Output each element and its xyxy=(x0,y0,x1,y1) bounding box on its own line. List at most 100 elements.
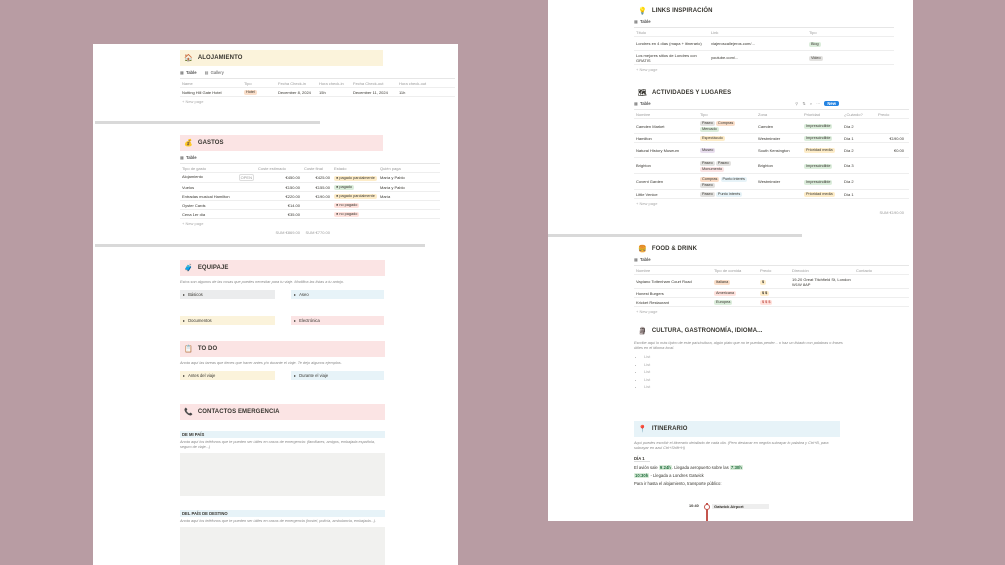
tab-table[interactable]: ▦ Table xyxy=(634,19,651,24)
list-item[interactable]: List xyxy=(644,383,844,391)
tipo-tag: Hotel xyxy=(244,90,257,95)
map-icon: 🗺 xyxy=(638,90,647,97)
table-row[interactable]: Covent Garden Compras Punto interés Pase… xyxy=(634,173,909,189)
new-page-button[interactable]: + New page xyxy=(182,221,204,226)
col-name: Name xyxy=(182,80,193,86)
tab-table[interactable]: ▦ Table xyxy=(634,101,651,106)
flag-icon: 🗿 xyxy=(638,328,647,335)
new-page-button[interactable]: + New page xyxy=(636,309,658,314)
gastos-header: 💰 GASTOS xyxy=(180,135,383,151)
table-row[interactable]: Los mejores sitios de Londres con GRATIS… xyxy=(634,50,894,64)
contactos-section: 📞 CONTACTOS EMERGENCIA xyxy=(180,404,385,420)
list-item[interactable]: List xyxy=(644,353,844,361)
mi-pais-block: DE MI PAÍS Anota aquí los teléfonos que … xyxy=(180,431,385,496)
toggle-durante[interactable]: ▸ Durante el viaje xyxy=(291,371,384,380)
more-icon[interactable]: ⋯ xyxy=(816,101,821,106)
new-button[interactable]: New xyxy=(824,101,839,106)
sort-icon[interactable]: ⇅ xyxy=(802,101,806,106)
scrollbar[interactable] xyxy=(548,234,802,237)
table-row[interactable]: Kricket Restaurant Europea $ $ $ xyxy=(634,297,909,306)
checklist-icon: 📋 xyxy=(184,346,193,353)
filter-icon[interactable]: ⚲ xyxy=(795,101,799,106)
triangle-icon: ▸ xyxy=(294,318,297,323)
cultura-section: 🗿 CULTURA, GASTRONOMÍA, IDIOMA... Escrib… xyxy=(634,323,844,391)
triangle-icon: ▸ xyxy=(183,318,186,323)
gastos-table: Tipo de gasto Coste estimado Coste final… xyxy=(180,163,440,237)
table-row[interactable]: Londres en 4 días (mapa + itinerario) vi… xyxy=(634,36,894,50)
list-item[interactable]: List xyxy=(644,376,844,384)
house-icon: 🏠 xyxy=(184,55,193,62)
toggle-aseo[interactable]: ▸ Aseo xyxy=(291,290,384,299)
left-page: 🏠 ALOJAMIENTO ▦ Table ▤ Gallery Name Tip… xyxy=(93,44,458,565)
gastos-section: 💰 GASTOS ▦ Table Tipo de gasto Coste est… xyxy=(180,135,440,237)
sum-precio: SUM €190.00 xyxy=(879,210,904,215)
table-row[interactable]: Cena 1er día €35.00 ● no pagado xyxy=(180,209,440,218)
links-table: Título Link Tipo Londres en 4 días (mapa… xyxy=(634,27,894,74)
actividades-section: 🗺 ACTIVIDADES Y LUGARES ▦ Table ⚲ ⇅ ⌕ ⋯ … xyxy=(634,85,909,217)
tab-table[interactable]: ▦ Table xyxy=(634,257,651,262)
col-checkin-date: Fecha Check-in xyxy=(278,80,307,86)
table-row[interactable]: Brighton Paseo Paseo Monumento Brighton … xyxy=(634,157,909,173)
table-row[interactable]: Honest Burgers Americana $ $ xyxy=(634,288,909,297)
list-item[interactable]: List xyxy=(644,368,844,376)
text-area[interactable] xyxy=(180,527,385,565)
sum-estimado: SUM €869.00 xyxy=(275,230,300,235)
table-row[interactable]: Hamilton Espectáculo Westminster Impresc… xyxy=(634,133,909,142)
alojamiento-section: 🏠 ALOJAMIENTO ▦ Table ▤ Gallery Name Tip… xyxy=(180,50,455,106)
table-row[interactable]: Camden Market Paseo Compras Mercado Camd… xyxy=(634,118,909,133)
table-row[interactable]: Vapiano Tottenham Court Road Italiana $ … xyxy=(634,274,909,288)
table-row[interactable]: Little Venice Paseo Punto interés Priori… xyxy=(634,189,909,198)
stop-marker xyxy=(704,504,710,510)
food-icon: 🍔 xyxy=(638,246,647,253)
sum-final: SUM €770.00 xyxy=(305,230,330,235)
new-page-button[interactable]: + New page xyxy=(636,201,658,206)
table-row[interactable]: Entradas musical Hamilton €220.00 €190.0… xyxy=(180,191,440,200)
table-row[interactable]: Oyster Cards €14.00 ● no pagado xyxy=(180,200,440,209)
tab-gallery[interactable]: ▤ Gallery xyxy=(204,70,224,75)
food-section: 🍔 FOOD & DRINK ▦ Table Nombre Tipo de co… xyxy=(634,241,909,316)
col-checkout-time: Hora check-out xyxy=(399,80,427,86)
todo-section: 📋 TO DO Anota aquí las tareas que tienes… xyxy=(180,341,385,366)
phone-icon: 📞 xyxy=(184,409,193,416)
actividades-table: Nombre Tipo Zona Prioridad ¿Cuándo? Prec… xyxy=(634,109,909,217)
col-tipo: Tipo xyxy=(244,80,252,86)
itinerary-line: El avión sale 9:24h. Llegada aeropuerto … xyxy=(634,465,743,470)
col-checkout-date: Fecha Check-out xyxy=(353,80,384,86)
link[interactable]: viajeroscallejeros.com/... xyxy=(711,41,755,46)
route-line xyxy=(706,503,708,521)
text-area[interactable] xyxy=(180,453,385,496)
table-row[interactable]: Alojamiento OPEN €450.00 €425.00 ● pagado… xyxy=(180,172,440,182)
luggage-icon: 🧳 xyxy=(184,265,193,272)
toggle-antes[interactable]: ▸ Antes del viaje xyxy=(180,371,275,380)
equipaje-section: 🧳 EQUIPAJE Estos son algunos de las cosa… xyxy=(180,260,385,285)
transit-timeline: 10:40 Gatwick Airport xyxy=(689,503,789,521)
scrollbar[interactable] xyxy=(95,121,320,124)
itinerary-line: 10:30h - Llegada a Londres Gatwick xyxy=(634,473,704,478)
toggle-documentos[interactable]: ▸ Documentos xyxy=(180,316,275,325)
triangle-icon: ▸ xyxy=(294,292,297,297)
tab-table[interactable]: ▦ Table xyxy=(180,155,197,160)
table-row[interactable]: Notting Hill Gate Hotel Hotel December 8… xyxy=(180,87,455,96)
table-row[interactable]: Natural History Museum Museo South Kensi… xyxy=(634,142,909,157)
triangle-icon: ▸ xyxy=(183,373,186,378)
open-button[interactable]: OPEN xyxy=(238,174,254,181)
new-page-button[interactable]: + New page xyxy=(636,67,658,72)
money-bag-icon: 💰 xyxy=(184,140,193,147)
itinerario-section: 📍 ITINERARIO Aquí puedes escribir el iti… xyxy=(634,421,840,486)
col-checkin-time: Hora check-in xyxy=(319,80,344,86)
new-page-button[interactable]: + New page xyxy=(182,99,204,104)
toggle-basicos[interactable]: ▸ Básicos xyxy=(180,290,275,299)
triangle-icon: ▸ xyxy=(183,292,186,297)
toggle-electronica[interactable]: ▸ Electrónica xyxy=(291,316,384,325)
destino-block: DEL PAÍS DE DESTINO Anota aquí los teléf… xyxy=(180,510,385,565)
scrollbar[interactable] xyxy=(95,244,425,247)
tab-table[interactable]: ▦ Table xyxy=(180,70,197,75)
table-row[interactable]: Vuelos €150.00 €155.00 ● pagado María y … xyxy=(180,182,440,191)
link[interactable]: youtube.com/... xyxy=(711,55,739,60)
search-icon[interactable]: ⌕ xyxy=(809,101,813,106)
triangle-icon: ▸ xyxy=(294,373,297,378)
links-section: 💡 LINKS INSPIRACIÓN ▦ Table Título Link … xyxy=(634,3,894,74)
right-page: 💡 LINKS INSPIRACIÓN ▦ Table Título Link … xyxy=(548,0,913,521)
food-table: Nombre Tipo de comida Precio Dirección C… xyxy=(634,265,909,316)
list-item[interactable]: List xyxy=(644,361,844,369)
